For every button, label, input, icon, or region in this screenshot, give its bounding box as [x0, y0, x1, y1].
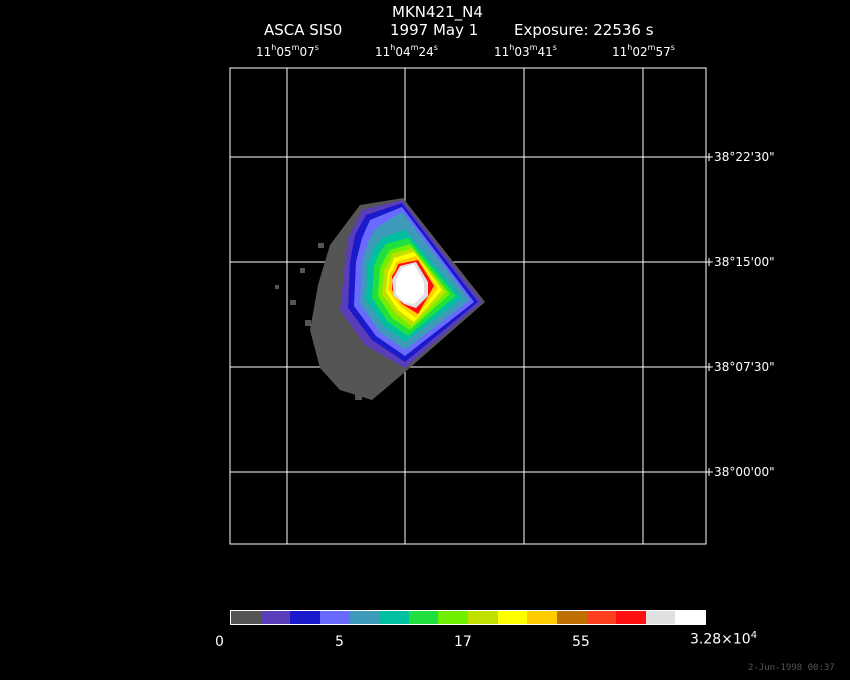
colorbar-swatch [468, 611, 498, 624]
instrument-label: ASCA SIS0 [264, 21, 343, 39]
colorbar [230, 610, 706, 625]
colorbar-label-55: 55 [572, 634, 590, 650]
colorbar-swatch [319, 611, 350, 624]
object-title: MKN421_N4 [392, 3, 483, 21]
ra-label-3: 11h03m41s [494, 43, 557, 59]
dec-label-4: +38°00'00" [704, 465, 775, 479]
ra-label-4: 11h02m57s [612, 43, 675, 59]
colorbar-swatch [438, 611, 468, 624]
colorbar-swatch [290, 611, 320, 624]
colorbar-swatch [527, 611, 557, 624]
ra-label-1: 11h05m07s [256, 43, 319, 59]
colorbar-swatch [408, 611, 439, 624]
plot-timestamp: 2-Jun-1998 00:37 [748, 663, 835, 673]
colorbar-swatch [556, 611, 587, 624]
colorbar-swatch [616, 611, 646, 624]
observation-date: 1997 May 1 [390, 21, 479, 39]
colorbar-swatch [349, 611, 380, 624]
colorbar-swatch [231, 611, 261, 624]
dec-ticks [706, 156, 712, 473]
colorbar-label-max: 3.28×104 [690, 630, 758, 648]
dec-label-1: +38°22'30" [704, 150, 775, 164]
colorbar-swatch [586, 611, 617, 624]
colorbar-swatch [497, 611, 528, 624]
exposure-label: Exposure: 22536 s [514, 21, 654, 39]
colorbar-swatch [675, 611, 705, 624]
colorbar-label-0: 0 [215, 634, 224, 650]
colorbar-label-17: 17 [454, 634, 472, 650]
ra-label-2: 11h04m24s [375, 43, 438, 59]
colorbar-swatch [645, 611, 676, 624]
colorbar-swatch [260, 611, 291, 624]
dec-label-2: +38°15'00" [704, 255, 775, 269]
dec-label-3: +38°07'30" [704, 360, 775, 374]
colorbar-swatch [379, 611, 409, 624]
colorbar-label-5: 5 [335, 634, 344, 650]
source-emission [275, 198, 485, 400]
